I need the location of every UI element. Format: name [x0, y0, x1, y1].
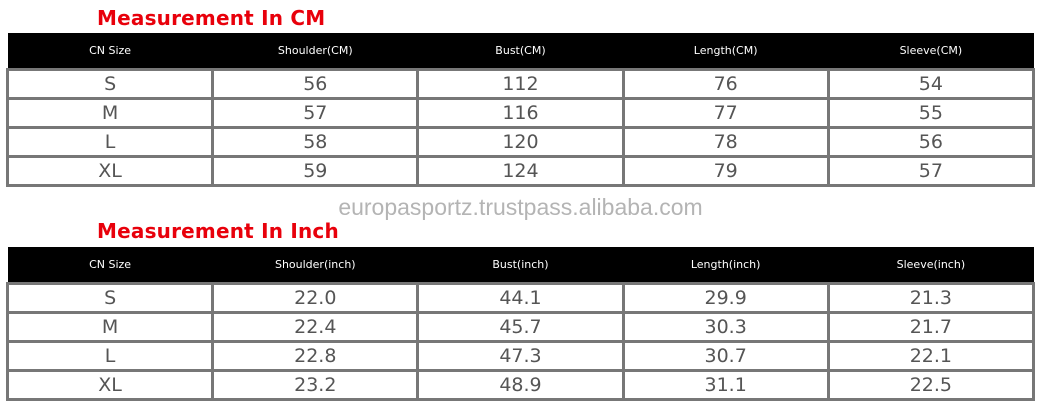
table-row: S 56 112 76 54	[5, 68, 1036, 100]
table-cell: 48.9	[416, 369, 625, 401]
column-header: Length(CM)	[623, 33, 829, 70]
table-cell: 55	[826, 97, 1036, 129]
table-cell: 57	[211, 97, 420, 129]
table-cell: XL	[5, 369, 215, 401]
table-cell: L	[5, 126, 215, 158]
table-cell: 58	[211, 126, 420, 158]
column-header: Sleeve(inch)	[828, 247, 1034, 284]
inch-size-table: CN Size Shoulder(inch) Bust(inch) Length(in…	[5, 247, 1036, 401]
table-cell: S	[5, 68, 215, 100]
column-header: Shoulder(inch)	[212, 247, 418, 284]
table-cell: 77	[621, 97, 830, 129]
table-cell: L	[5, 340, 215, 372]
column-header: CN Size	[7, 247, 213, 284]
table-cell: 23.2	[211, 369, 420, 401]
column-header: Length(inch)	[623, 247, 829, 284]
table-cell: 44.1	[416, 282, 625, 314]
table-cell: 22.0	[211, 282, 420, 314]
table-cell: M	[5, 97, 215, 129]
inch-table-title: Measurement In Inch	[97, 219, 339, 243]
table-cell: 57	[826, 155, 1036, 187]
header-row: CN Size Shoulder(inch) Bust(inch) Length(in…	[7, 247, 1034, 284]
table-cell: 112	[416, 68, 625, 100]
column-header: CN Size	[7, 33, 213, 70]
table-cell: 59	[211, 155, 420, 187]
column-header: Bust(inch)	[417, 247, 624, 284]
table-cell: 76	[621, 68, 830, 100]
table-row: L 22.8 47.3 30.7 22.1	[5, 340, 1036, 372]
table-cell: 116	[416, 97, 625, 129]
table-cell: 120	[416, 126, 625, 158]
table-cell: 22.5	[826, 369, 1036, 401]
header-row: CN Size Shoulder(CM) Bust(CM) Length(CM) Sle…	[7, 33, 1034, 70]
table-cell: 124	[416, 155, 625, 187]
table-cell: 21.7	[826, 311, 1036, 343]
table-cell: 79	[621, 155, 830, 187]
table-cell: 30.7	[621, 340, 830, 372]
cm-size-table: CN Size Shoulder(CM) Bust(CM) Length(CM) Sle…	[5, 33, 1036, 187]
table-cell: 78	[621, 126, 830, 158]
table-row: S 22.0 44.1 29.9 21.3	[5, 282, 1036, 314]
table-cell: 22.1	[826, 340, 1036, 372]
table-row: M 22.4 45.7 30.3 21.7	[5, 311, 1036, 343]
table-cell: XL	[5, 155, 215, 187]
table-cell: 22.4	[211, 311, 420, 343]
table-cell: 31.1	[621, 369, 830, 401]
table-cell: 21.3	[826, 282, 1036, 314]
cm-table-title: Measurement In CM	[97, 6, 326, 30]
column-header: Shoulder(CM)	[212, 33, 418, 70]
watermark: europasportz.trustpass.alibaba.com	[338, 194, 703, 220]
table-row: XL 23.2 48.9 31.1 22.5	[5, 369, 1036, 401]
table-cell: M	[5, 311, 215, 343]
table-cell: 45.7	[416, 311, 625, 343]
table-row: XL 59 124 79 57	[5, 155, 1036, 187]
table-row: M 57 116 77 55	[5, 97, 1036, 129]
table-cell: S	[5, 282, 215, 314]
table-cell: 22.8	[211, 340, 420, 372]
table-row: L 58 120 78 56	[5, 126, 1036, 158]
column-header: Bust(CM)	[417, 33, 624, 70]
table-cell: 29.9	[621, 282, 830, 314]
column-header: Sleeve(CM)	[828, 33, 1034, 70]
table-cell: 56	[826, 126, 1036, 158]
table-cell: 30.3	[621, 311, 830, 343]
table-cell: 56	[211, 68, 420, 100]
table-cell: 47.3	[416, 340, 625, 372]
table-cell: 54	[826, 68, 1036, 100]
